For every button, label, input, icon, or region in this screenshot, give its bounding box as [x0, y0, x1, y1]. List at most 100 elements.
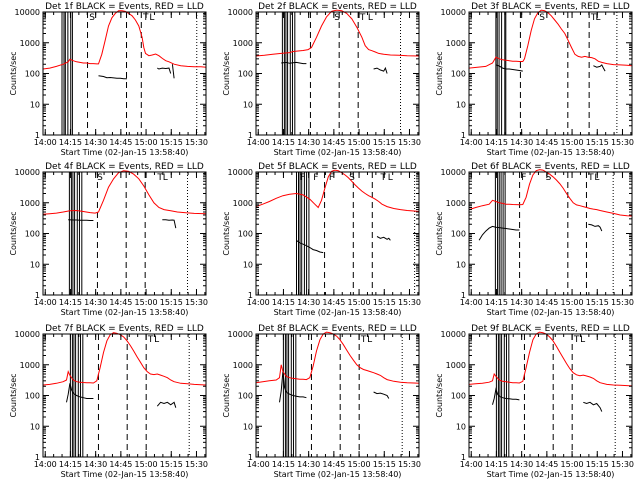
- lld-series-line: [468, 9, 633, 69]
- y-tick-label: 10: [456, 100, 466, 109]
- x-tick-label: 14:30: [297, 460, 320, 469]
- x-tick-label: 15:00: [561, 460, 584, 469]
- panel-title: Det 2f BLACK = Events, RED = LLD: [258, 2, 417, 12]
- events-series-line: [373, 66, 388, 74]
- lld-series-line: [42, 10, 207, 70]
- x-tick-label: 14:15: [272, 138, 295, 147]
- flag-label: S: [89, 13, 95, 23]
- x-tick-label: 15:00: [348, 298, 371, 307]
- y-tick-label: 100: [238, 230, 253, 239]
- y-tick-label: 10000: [228, 8, 253, 17]
- y-axis-label: Counts/sec: [9, 211, 18, 255]
- x-tick-label: 14:45: [109, 460, 132, 469]
- y-tick-label: 1000: [233, 361, 253, 370]
- events-series-line: [98, 75, 127, 80]
- events-series-line: [281, 61, 307, 65]
- y-tick-label: 10000: [15, 8, 40, 17]
- y-tick-label: 1000: [446, 39, 466, 48]
- x-tick-label: 15:30: [398, 460, 421, 469]
- x-tick-label: 15:00: [561, 298, 584, 307]
- panel-title: Det 6f BLACK = Events, RED = LLD: [471, 162, 630, 172]
- x-tick-label: 15:00: [348, 460, 371, 469]
- y-tick-label: 100: [238, 392, 253, 401]
- x-tick-label: 15:30: [398, 298, 421, 307]
- x-tick-label: 15:15: [160, 460, 183, 469]
- y-tick-label: 100: [451, 230, 466, 239]
- flag-label: T: [359, 13, 366, 23]
- panel-title: Det 7f BLACK = Events, RED = LLD: [45, 324, 204, 334]
- y-tick-label: 100: [451, 70, 466, 79]
- lld-series-line: [42, 332, 207, 386]
- x-tick-label: 15:00: [135, 298, 158, 307]
- flag-label: S: [349, 173, 355, 183]
- lld-series-line: [468, 169, 633, 217]
- x-tick-label: 14:45: [322, 138, 345, 147]
- y-tick-label: 10: [30, 100, 40, 109]
- y-tick-label: 1: [248, 291, 253, 300]
- flag-label: L: [388, 173, 393, 183]
- events-series-line: [492, 387, 520, 405]
- y-tick-label: 1: [461, 291, 466, 300]
- y-axis-label: Counts/sec: [9, 373, 18, 417]
- x-tick-label: 14:45: [535, 298, 558, 307]
- lld-series-line: [42, 170, 207, 215]
- flag-label: T: [573, 335, 580, 345]
- y-tick-label: 1: [35, 131, 40, 140]
- y-tick-label: 1: [461, 131, 466, 140]
- y-tick-label: 10: [456, 422, 466, 431]
- x-tick-label: 14:00: [34, 138, 57, 147]
- y-tick-label: 10: [30, 260, 40, 269]
- events-series-line: [495, 64, 523, 72]
- events-series-line: [171, 64, 175, 79]
- events-series-line: [296, 239, 324, 254]
- x-tick-label: 14:45: [322, 298, 345, 307]
- plot-frame: [255, 11, 420, 136]
- x-tick-label: 14:45: [322, 460, 345, 469]
- x-axis-label: Start Time (02-Jan-15 13:58:40): [487, 148, 615, 157]
- x-axis-label: Start Time (02-Jan-15 13:58:40): [61, 308, 189, 317]
- flag-label: L: [596, 13, 601, 23]
- x-tick-label: 14:00: [34, 460, 57, 469]
- y-tick-label: 100: [25, 230, 40, 239]
- plot-frame: [468, 171, 633, 296]
- flag-label: S: [546, 173, 552, 183]
- x-tick-label: 14:30: [84, 460, 107, 469]
- x-tick-label: 14:15: [59, 460, 82, 469]
- y-axis-label: Counts/sec: [435, 373, 444, 417]
- events-series-line: [583, 401, 603, 412]
- panel-title: Det 3f BLACK = Events, RED = LLD: [471, 2, 630, 12]
- y-tick-label: 1000: [20, 361, 40, 370]
- x-tick-label: 15:15: [373, 298, 396, 307]
- x-tick-label: 14:00: [247, 460, 270, 469]
- x-tick-label: 15:30: [611, 298, 634, 307]
- x-axis-label: Start Time (02-Jan-15 13:58:40): [487, 470, 615, 479]
- panel-title: Det 5f BLACK = Events, RED = LLD: [258, 162, 417, 172]
- x-tick-label: 14:30: [510, 138, 533, 147]
- x-tick-label: 14:15: [59, 298, 82, 307]
- x-tick-label: 15:30: [398, 138, 421, 147]
- x-tick-label: 14:30: [297, 138, 320, 147]
- y-tick-label: 1000: [233, 199, 253, 208]
- x-tick-label: 14:00: [247, 138, 270, 147]
- x-tick-label: 14:45: [535, 460, 558, 469]
- y-tick-label: 100: [238, 70, 253, 79]
- y-tick-label: 1000: [20, 199, 40, 208]
- panel-title: Det 9f BLACK = Events, RED = LLD: [471, 324, 630, 334]
- x-tick-label: 15:30: [185, 138, 208, 147]
- plot-frame: [468, 333, 633, 458]
- plot-frame: [468, 11, 633, 136]
- y-tick-label: 100: [451, 392, 466, 401]
- flag-label: L: [580, 335, 585, 345]
- x-axis-label: Start Time (02-Jan-15 13:58:40): [274, 148, 402, 157]
- x-tick-label: 15:15: [160, 138, 183, 147]
- y-tick-label: 1: [461, 453, 466, 462]
- x-tick-label: 15:15: [160, 298, 183, 307]
- flag-label: L: [149, 13, 154, 23]
- panel-title: Det 1f BLACK = Events, RED = LLD: [45, 2, 204, 12]
